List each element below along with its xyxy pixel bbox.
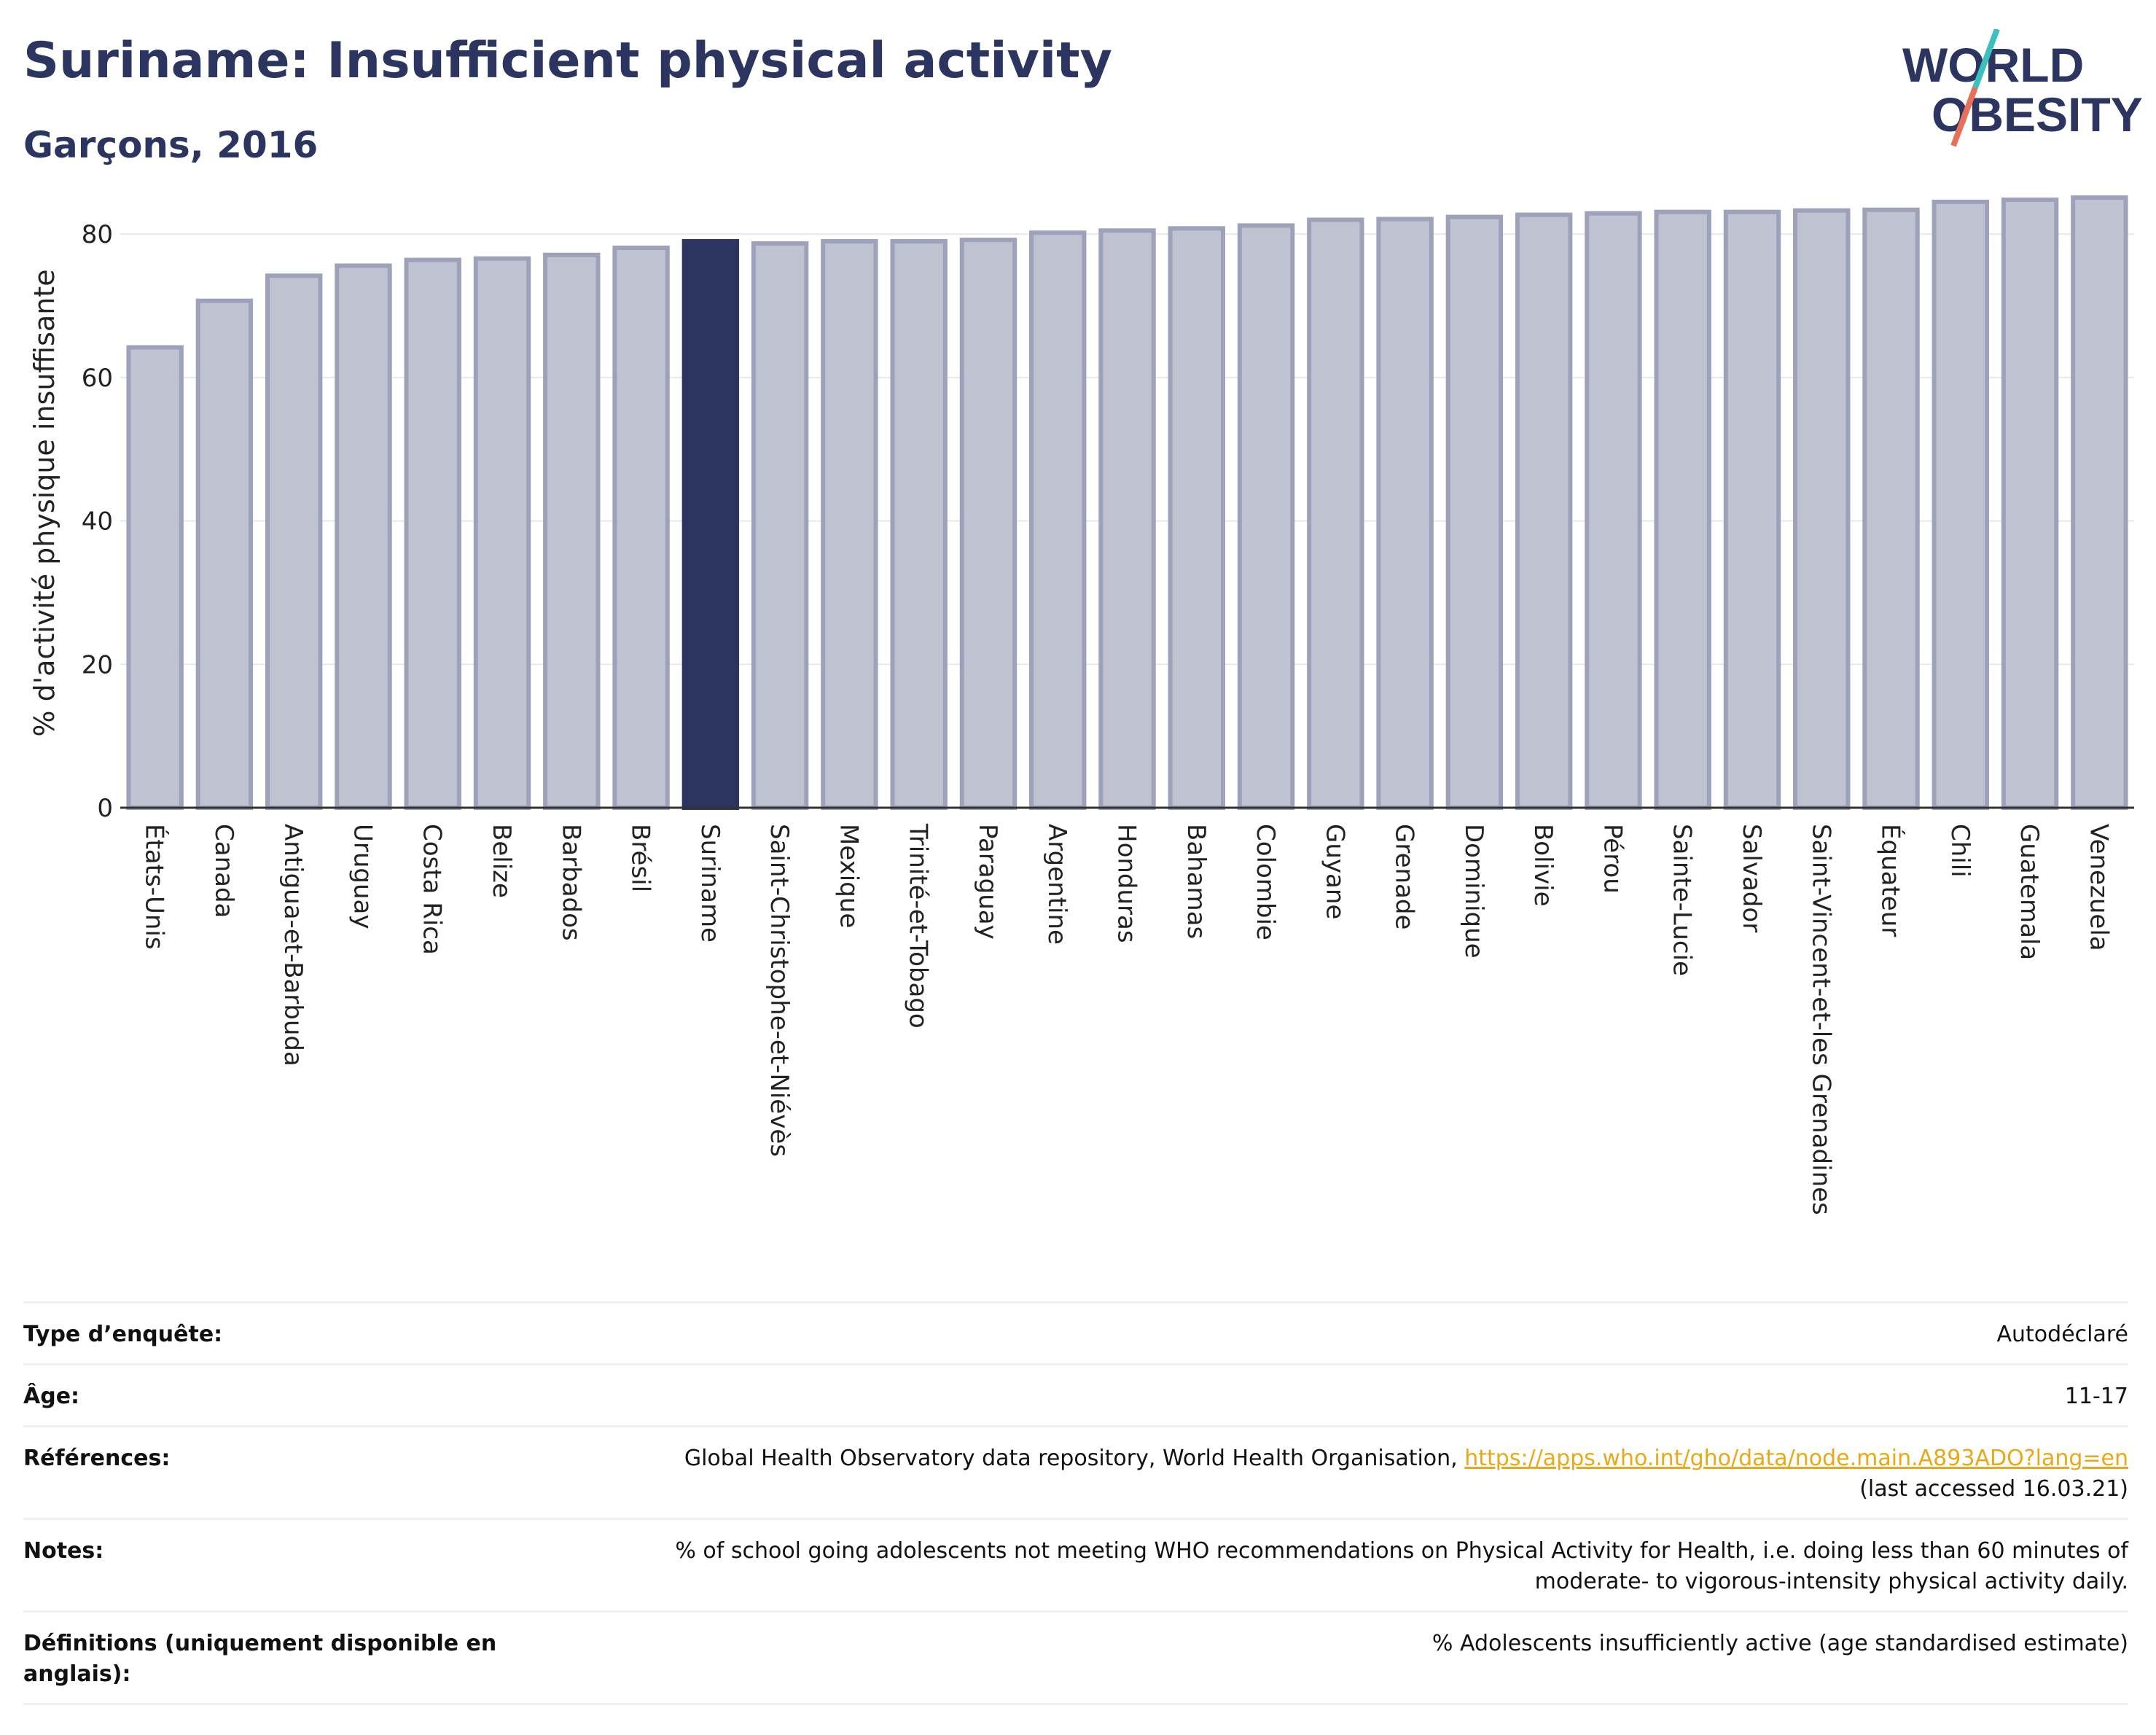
bar-dominique <box>1445 214 1504 810</box>
meta-row-notes: Notes: % of school going adolescents not… <box>23 1518 2128 1610</box>
bar--quateur <box>1862 207 1920 811</box>
x-tick-label: Bahamas <box>1181 824 1211 939</box>
y-tick-label: 60 <box>82 364 113 393</box>
bar-antigua-et-barbuda <box>265 273 323 810</box>
metadata-table: Type d’enquête: Autodéclaré Âge: 11-17 R… <box>23 1301 2128 1705</box>
reference-access-date: (last accessed 16.03.21) <box>1859 1476 2128 1502</box>
y-tick-label: 80 <box>82 220 113 249</box>
x-tick-label: Grenade <box>1390 824 1419 929</box>
meta-label: Références: <box>23 1446 171 1471</box>
bar-salvador <box>1723 209 1781 810</box>
x-tick-label: Mexique <box>834 824 863 928</box>
bar-paraguay <box>959 238 1018 811</box>
x-tick-label: Équateur <box>1876 824 1906 937</box>
x-tick-label: Venezuela <box>2084 824 2113 951</box>
meta-value: Autodéclaré <box>1996 1322 2129 1347</box>
x-tick-label: Suriname <box>695 824 724 943</box>
bar-saint-vincent-et-les-grenadines <box>1793 208 1851 811</box>
x-tick-label: États-Unis <box>140 824 170 950</box>
meta-label: Notes: <box>23 1538 104 1564</box>
meta-label: Type d’enquête: <box>23 1322 223 1347</box>
x-tick-label: Pérou <box>1598 824 1627 894</box>
x-tick-label: Paraguay <box>973 824 1002 940</box>
bar-argentine <box>1029 230 1087 810</box>
x-tick-label: Guatemala <box>2015 824 2044 960</box>
x-tick-label: Sainte-Lucie <box>1668 824 1697 976</box>
x-tick-label: Barbados <box>556 824 585 941</box>
x-tick-label: Chili <box>1945 824 1975 878</box>
reference-link[interactable]: https://apps.who.int/gho/data/node.main.… <box>1464 1446 2128 1471</box>
bar-uruguay <box>335 263 392 810</box>
bar-chart: 0 20 40 60 80 États-Unis Canada Antigua-et-Barb… <box>28 195 2134 1215</box>
logo-slash-teal <box>1972 29 2000 89</box>
bar-bolivie <box>1515 212 1573 811</box>
notes-line1: % of school going adolescents not meetin… <box>675 1538 2128 1564</box>
y-tick-label: 40 <box>82 507 113 537</box>
bars <box>126 195 2128 811</box>
meta-row-references: Références: Global Health Observatory da… <box>23 1425 2128 1518</box>
y-tick-label: 20 <box>82 650 113 679</box>
meta-value: Global Health Observatory data repositor… <box>519 1443 2128 1505</box>
x-tick-label: Saint-Vincent-et-les Grenadines <box>1806 824 1835 1215</box>
world-obesity-logo: WORLD OBESITY <box>1902 29 2143 147</box>
y-tick-label: 0 <box>97 794 113 823</box>
chart-title: Suriname: Insufficient physical activity <box>23 32 1112 90</box>
bar-p-rou <box>1585 211 1642 810</box>
bar-costa-rica <box>404 257 461 810</box>
bar-guatemala <box>2001 197 2059 811</box>
axes: 0 20 40 60 80 États-Unis Canada Antigua-et-Barb… <box>82 220 2134 1215</box>
x-tick-label: Dominique <box>1459 824 1488 959</box>
x-tick-label: Argentine <box>1042 824 1071 945</box>
logo-slash-coral <box>1950 86 1978 147</box>
notes-line2: moderate- to vigorous-intensity physical… <box>1534 1569 2128 1594</box>
bar-chili <box>1932 199 1990 810</box>
x-tick-label: Honduras <box>1112 824 1141 943</box>
meta-label: Définitions (uniquement disponible en an… <box>23 1631 497 1687</box>
bar-sainte-lucie <box>1654 209 1711 810</box>
meta-value: % Adolescents insufficiently active (age… <box>1432 1631 2128 1656</box>
bar-honduras <box>1098 228 1156 810</box>
bar-saint-christophe-et-ni-v-s <box>751 241 809 810</box>
x-tick-label: Colombie <box>1251 824 1280 940</box>
x-tick-label: Trinité-et-Tobago <box>904 823 933 1029</box>
reference-text: Global Health Observatory data repositor… <box>684 1446 1458 1471</box>
bar-belize <box>473 256 531 811</box>
y-axis-label: % d'activité physique insuffisante <box>28 269 60 736</box>
bar-mexique <box>821 239 878 810</box>
x-tick-label: Antigua-et-Barbuda <box>278 824 308 1067</box>
chart-subtitle: Garçons, 2016 <box>23 124 319 166</box>
bar-suriname <box>681 239 740 810</box>
meta-value: % of school going adolescents not meetin… <box>519 1536 2128 1597</box>
meta-value: 11-17 <box>2064 1384 2128 1409</box>
bar-colombie <box>1237 223 1295 810</box>
bar-guyane <box>1307 217 1364 811</box>
meta-label: Âge: <box>23 1384 80 1409</box>
bar-canada <box>195 298 254 810</box>
bar-bahamas <box>1168 226 1225 810</box>
bar-venezuela <box>2071 195 2128 810</box>
bar-grenade <box>1376 217 1434 810</box>
meta-row-survey-type: Type d’enquête: Autodéclaré <box>23 1301 2128 1363</box>
bar--tats-unis <box>126 345 184 811</box>
meta-row-age: Âge: 11-17 <box>23 1363 2128 1425</box>
x-tick-label: Costa Rica <box>418 824 447 955</box>
meta-row-definitions: Définitions (uniquement disponible en an… <box>23 1610 2128 1705</box>
x-tick-label: Uruguay <box>348 824 377 929</box>
bar-trinit-et-tobago <box>890 239 948 810</box>
x-tick-label: Guyane <box>1320 824 1349 919</box>
bar-barbados <box>543 252 601 810</box>
x-tick-label: Brésil <box>626 824 655 892</box>
bar-br-sil <box>612 245 670 810</box>
x-tick-label: Salvador <box>1737 824 1766 932</box>
x-tick-label: Bolivie <box>1528 824 1558 907</box>
x-tick-label: Belize <box>487 824 516 898</box>
x-tick-label: Canada <box>209 824 238 918</box>
x-tick-label: Saint-Christophe-et-Niévès <box>765 824 794 1157</box>
